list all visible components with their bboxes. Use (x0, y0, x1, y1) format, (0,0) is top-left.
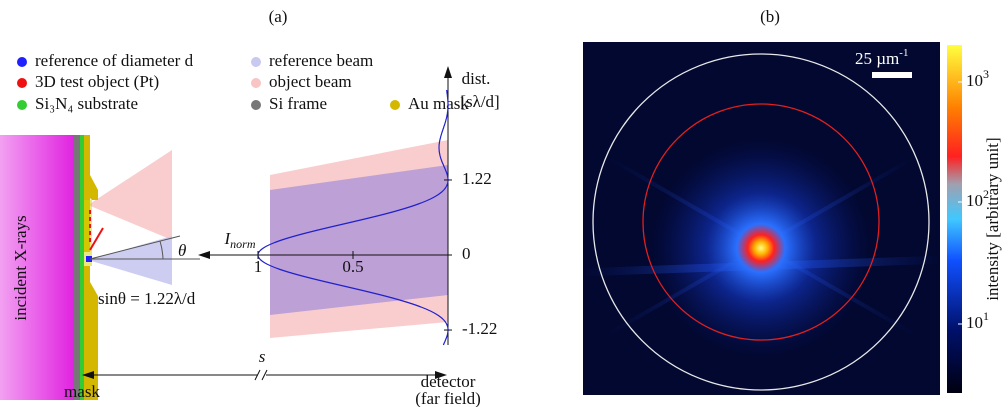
y-tick-label: 0 (462, 244, 471, 263)
arrow (444, 66, 452, 78)
legend-label: object beam (269, 72, 352, 91)
tick-exp: 2 (983, 187, 989, 201)
scale-bar (872, 72, 912, 78)
incident-label: incident X-rays (11, 215, 30, 320)
arrow (435, 371, 447, 379)
axis-unit: [sλ/d] (460, 92, 499, 111)
circle (642, 103, 880, 341)
x-tick-label: 0.5 (342, 257, 363, 276)
circle (592, 53, 930, 391)
detector-note: (far field) (415, 389, 481, 407)
si-frame (74, 135, 80, 400)
axis-break (254, 369, 268, 381)
arrow (198, 251, 210, 259)
x-tick-label: 1 (254, 257, 263, 276)
tick-base: 10 (966, 313, 983, 332)
test-object (89, 227, 104, 251)
mask-window (84, 200, 92, 266)
legend-dot (17, 78, 27, 88)
reference-beam (88, 236, 172, 285)
y-tick-label: -1.22 (462, 319, 497, 338)
tick-exp: 1 (983, 309, 989, 323)
legend-label: Au mask (408, 94, 469, 113)
legend-label: 3D test object (Pt) (35, 72, 159, 91)
colorbar-tick-label: 102 (966, 187, 989, 210)
y-tick-label: 1.22 (462, 169, 492, 188)
object-beam (88, 150, 172, 240)
legend-dot (17, 57, 27, 67)
legend-label: Si₃N₄ substrate (35, 94, 138, 113)
diffraction-image: 25 µm-1 (583, 42, 940, 395)
reference-beam (270, 165, 448, 315)
colorbar-tick-label: 103 (966, 67, 989, 90)
axis-title: dist. (462, 69, 491, 88)
theta-label: θ (178, 241, 186, 260)
intensity-label: Inorm (223, 229, 255, 251)
colorbar (947, 45, 962, 393)
legend-label: reference beam (269, 51, 373, 70)
arrow (82, 371, 94, 379)
au-mask (84, 266, 98, 400)
colorbar-label: intensity [arbitrary unit] (983, 137, 1002, 300)
legend-dot (251, 57, 261, 67)
angle-arc (159, 240, 164, 260)
scale-label: 25 µm-1 (855, 47, 908, 68)
colorbar-tick-label: 101 (966, 309, 989, 332)
detector-label: detector (421, 372, 476, 391)
legend-dot (17, 100, 27, 110)
legend-dot (390, 100, 400, 110)
legend-label: reference of diameter d (35, 51, 194, 70)
mask-label: mask (64, 382, 100, 401)
legend-label: Si frame (269, 94, 327, 113)
incident-beam (0, 135, 76, 400)
legend-dot (251, 100, 261, 110)
formula: sinθ = 1.22λ/d (98, 289, 196, 308)
reference-hole (86, 256, 92, 262)
panel-label: (b) (760, 7, 780, 26)
panel-label: (a) (269, 7, 288, 26)
substrate (80, 135, 84, 400)
angle-line (89, 235, 181, 260)
legend-dot (251, 78, 261, 88)
airy-profile (257, 89, 449, 346)
tick-base: 10 (966, 191, 983, 210)
tick-exp: 3 (983, 67, 989, 81)
speckle (651, 138, 871, 358)
distance-label: s (259, 347, 266, 366)
tick-base: 10 (966, 71, 983, 90)
